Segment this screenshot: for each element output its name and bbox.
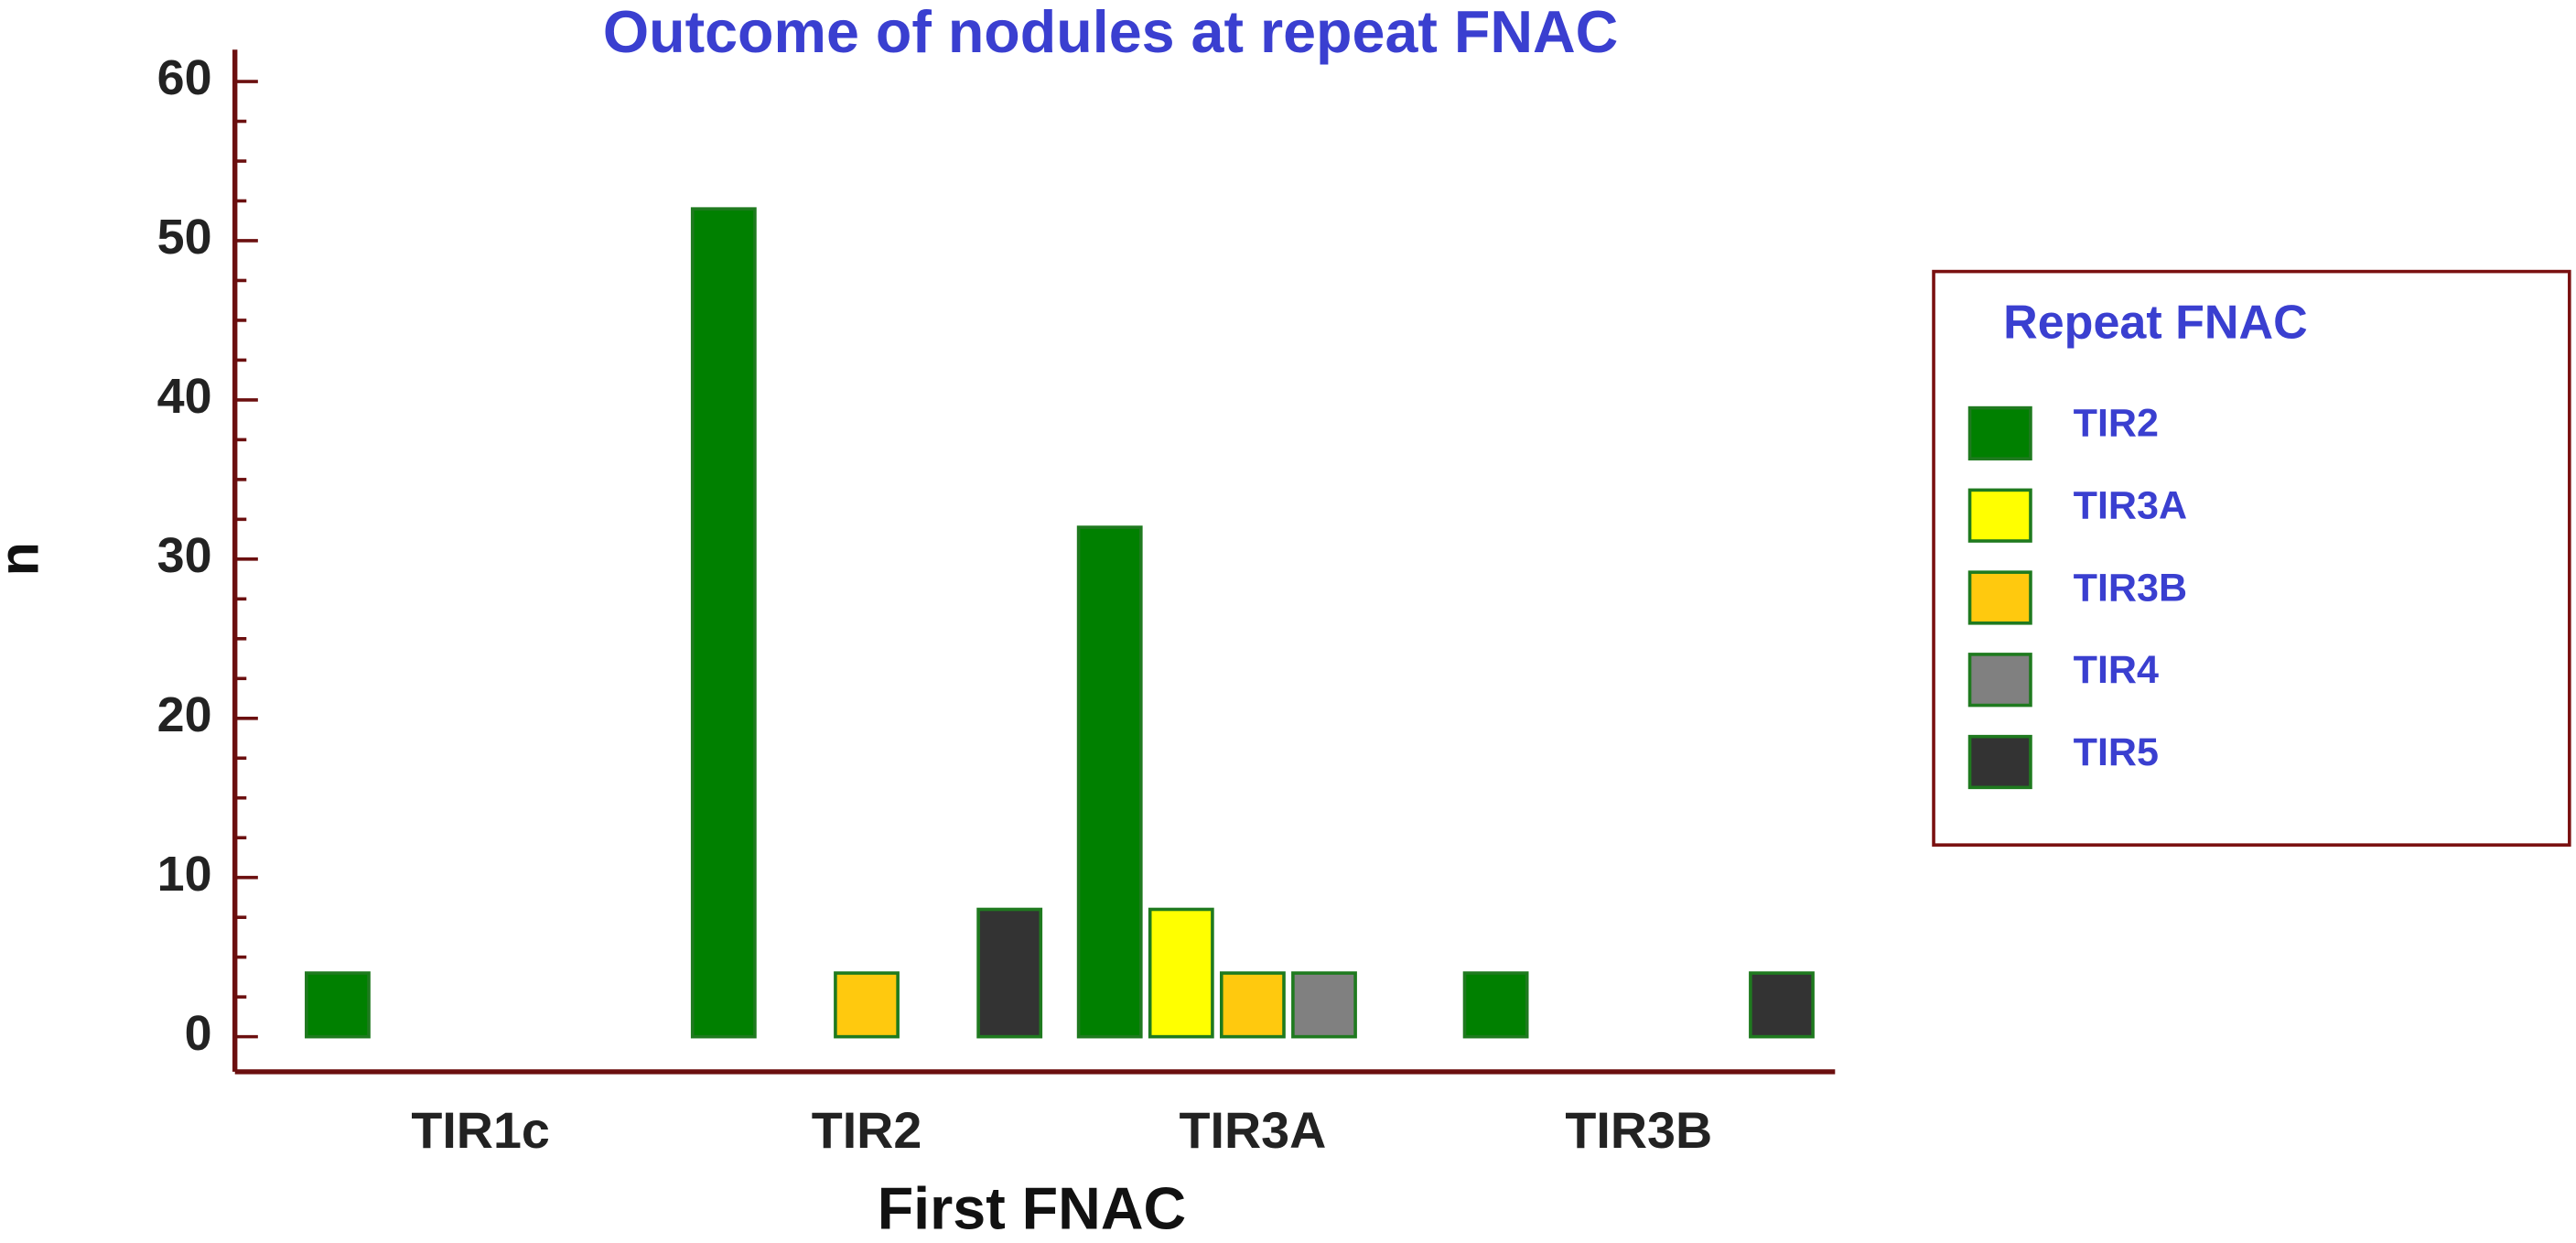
legend-title: Repeat FNAC xyxy=(2003,297,2308,350)
legend-label: TIR4 xyxy=(2074,648,2159,692)
y-tick-label: 40 xyxy=(157,369,212,424)
bar xyxy=(1148,907,1214,1039)
legend-label: TIR5 xyxy=(2074,730,2159,774)
legend-label: TIR2 xyxy=(2074,402,2159,446)
y-tick-label: 0 xyxy=(185,1006,212,1061)
x-tick-label: TIR3B xyxy=(1565,1102,1712,1159)
legend-swatch xyxy=(1967,734,2032,790)
chart-title: Outcome of nodules at repeat FNAC xyxy=(603,0,1619,65)
bar xyxy=(1462,971,1529,1039)
y-tick-label: 50 xyxy=(157,210,212,265)
y-axis-label: n xyxy=(0,542,49,576)
x-tick-label: TIR1c xyxy=(411,1102,550,1159)
x-tick-label: TIR3A xyxy=(1180,1102,1327,1159)
y-tick-label: 60 xyxy=(157,50,212,105)
bar xyxy=(834,971,900,1039)
legend-swatch xyxy=(1967,570,2032,625)
legend-label: TIR3B xyxy=(2074,566,2187,610)
legend-swatch xyxy=(1967,488,2032,543)
y-tick-label: 20 xyxy=(157,687,212,742)
bar xyxy=(1076,525,1143,1039)
bar xyxy=(976,907,1043,1039)
bar xyxy=(690,207,757,1039)
bar xyxy=(1291,971,1357,1039)
bar xyxy=(1749,971,1815,1039)
legend-swatch xyxy=(1967,653,2032,708)
legend-box xyxy=(1932,269,2571,847)
y-tick-label: 30 xyxy=(157,528,212,583)
bar xyxy=(305,971,371,1039)
legend-swatch xyxy=(1967,405,2032,461)
y-tick-label: 10 xyxy=(157,847,212,902)
x-axis-label: First FNAC xyxy=(878,1174,1186,1241)
bar xyxy=(1219,971,1286,1039)
legend-label: TIR3A xyxy=(2074,484,2187,528)
x-tick-label: TIR2 xyxy=(812,1102,922,1159)
